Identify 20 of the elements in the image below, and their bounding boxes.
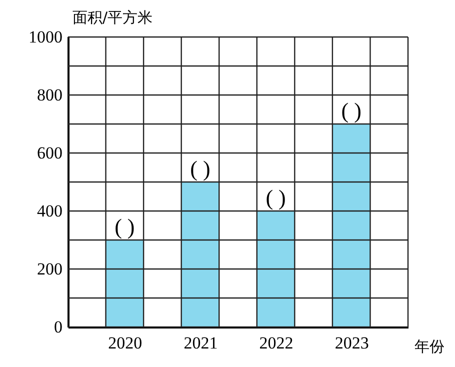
data-label: ( ) bbox=[341, 98, 362, 123]
x-tick-label: 2020 bbox=[108, 334, 142, 352]
bar bbox=[181, 182, 220, 327]
y-tick-label: 400 bbox=[37, 202, 62, 220]
x-tick-label: 2021 bbox=[184, 334, 218, 352]
x-tick-label: 2022 bbox=[259, 334, 294, 352]
x-tick-label: 2023 bbox=[334, 334, 369, 352]
bar bbox=[332, 124, 370, 327]
x-axis-title: 年份 bbox=[414, 338, 444, 356]
data-label: ( ) bbox=[190, 156, 210, 181]
y-axis-title: 面积/平方米 bbox=[72, 8, 153, 26]
data-label: ( ) bbox=[114, 214, 135, 239]
y-tick-label: 200 bbox=[37, 260, 62, 278]
data-label: ( ) bbox=[266, 185, 286, 210]
y-tick-label: 600 bbox=[37, 144, 62, 162]
y-tick-label: 0 bbox=[54, 318, 62, 336]
y-tick-label: 1000 bbox=[28, 28, 62, 46]
y-tick-label: 800 bbox=[37, 86, 62, 104]
bar bbox=[106, 240, 144, 327]
bar bbox=[256, 211, 295, 327]
